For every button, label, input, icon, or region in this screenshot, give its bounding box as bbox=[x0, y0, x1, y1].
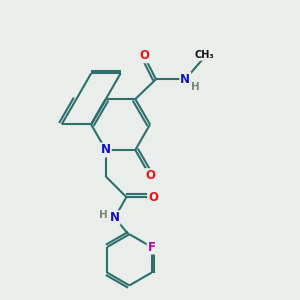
Text: F: F bbox=[148, 241, 156, 254]
Text: N: N bbox=[110, 211, 120, 224]
Text: H: H bbox=[191, 82, 200, 92]
Text: CH₃: CH₃ bbox=[195, 50, 214, 60]
Text: N: N bbox=[101, 143, 111, 157]
Text: O: O bbox=[148, 190, 158, 204]
Text: O: O bbox=[139, 49, 149, 62]
Text: O: O bbox=[145, 169, 155, 182]
Text: N: N bbox=[180, 73, 190, 86]
Text: H: H bbox=[99, 210, 108, 220]
